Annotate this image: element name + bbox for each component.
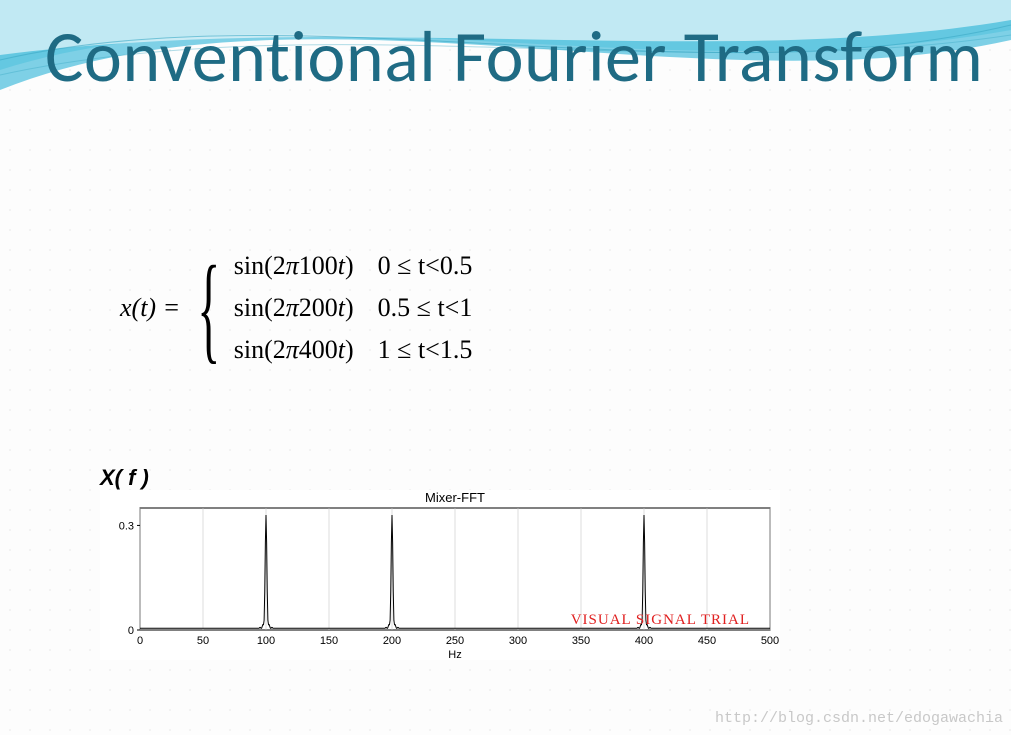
equation-lhs: x(t) =: [120, 293, 180, 323]
piecewise-equation: x(t) = { sin(2π100t) 0 ≤ t<0.5 sin(2π200…: [120, 245, 490, 371]
svg-text:450: 450: [698, 635, 716, 647]
svg-text:200: 200: [383, 635, 401, 647]
equation-case-row: sin(2π400t) 1 ≤ t<1.5: [228, 329, 491, 371]
case-expression: sin(2π100t): [228, 245, 372, 287]
equation-cases: sin(2π100t) 0 ≤ t<0.5 sin(2π200t) 0.5 ≤ …: [228, 245, 491, 371]
svg-text:50: 50: [197, 635, 209, 647]
watermark-text: http://blog.csdn.net/edogawachia: [715, 710, 1003, 727]
title-text: Conventional Fourier Transform: [45, 13, 983, 101]
svg-text:Mixer-FFT: Mixer-FFT: [425, 490, 485, 505]
svg-text:0.3: 0.3: [119, 520, 134, 532]
slide-title: Conventional Fourier Transform: [45, 20, 983, 96]
fft-chart: 0 50 100 150 200 250 300 350 400 450 500 0 0.3 Mixer-…: [100, 490, 780, 660]
svg-text:100: 100: [257, 635, 275, 647]
svg-text:Hz: Hz: [448, 649, 461, 660]
svg-text:500: 500: [761, 635, 779, 647]
case-expression: sin(2π400t): [228, 329, 372, 371]
svg-text:0: 0: [137, 635, 143, 647]
svg-text:250: 250: [446, 635, 464, 647]
case-expression: sin(2π200t): [228, 287, 372, 329]
svg-text:0: 0: [128, 625, 134, 637]
svg-text:400: 400: [635, 635, 653, 647]
svg-text:350: 350: [572, 635, 590, 647]
case-condition: 0 ≤ t<0.5: [372, 245, 491, 287]
case-condition: 1 ≤ t<1.5: [372, 329, 491, 371]
chart-symbol-label: X( f ): [100, 465, 149, 491]
case-condition: 0.5 ≤ t<1: [372, 287, 491, 329]
left-brace-icon: {: [197, 258, 220, 358]
fft-chart-svg: 0 50 100 150 200 250 300 350 400 450 500 0 0.3 Mixer-…: [100, 490, 780, 660]
svg-text:150: 150: [320, 635, 338, 647]
equation-case-row: sin(2π100t) 0 ≤ t<0.5: [228, 245, 491, 287]
svg-text:VISUAL SIGNAL TRIAL: VISUAL SIGNAL TRIAL: [571, 612, 750, 628]
svg-text:300: 300: [509, 635, 527, 647]
equation-case-row: sin(2π200t) 0.5 ≤ t<1: [228, 287, 491, 329]
